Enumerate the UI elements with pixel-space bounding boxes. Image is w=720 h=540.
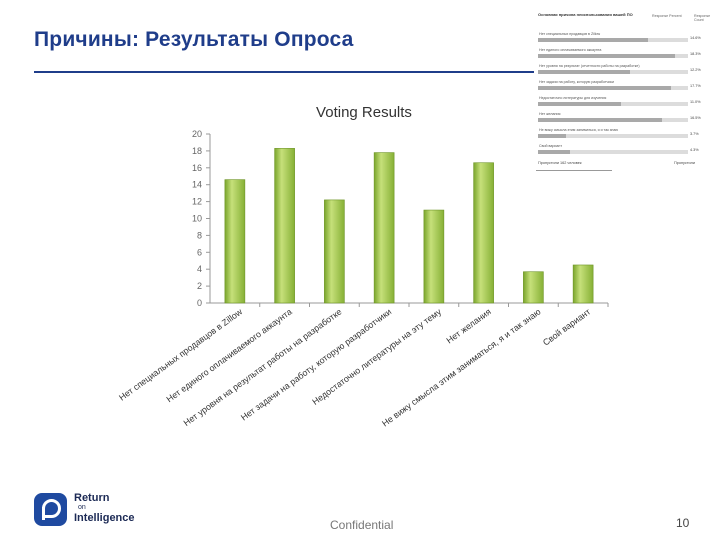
survey-row: Нет специальных продавцов в Zillow 14.6% xyxy=(538,32,701,44)
survey-row-percent: 17.7% xyxy=(690,84,701,88)
y-tick-label: 12 xyxy=(192,197,202,207)
page-number: 10 xyxy=(676,516,690,530)
bar xyxy=(523,271,544,304)
logo-text: Return on Intelligence xyxy=(74,492,135,524)
survey-row-percent: 4.3% xyxy=(690,148,699,152)
survey-row: Недостаточно литературы для изучения 11.0… xyxy=(538,96,700,108)
survey-row-fill xyxy=(538,70,630,74)
survey-row: Свой вариант 4.3% xyxy=(538,144,699,156)
logo-line-1: Return xyxy=(74,492,110,504)
survey-percent-header: Response Percent xyxy=(652,14,682,18)
y-tick-label: 6 xyxy=(197,247,202,257)
survey-row-label: Свой вариант xyxy=(539,144,562,148)
y-tick-label: 10 xyxy=(192,214,202,224)
y-tick-label: 4 xyxy=(197,264,202,274)
survey-row-fill xyxy=(538,134,566,138)
survey-row: Нет задачи на работу, которую разработчи… xyxy=(538,80,701,92)
survey-thumbnail: Основная причина неиспользования вашей П… xyxy=(536,10,710,175)
survey-row-track xyxy=(538,150,688,154)
survey-row-label: Нет желания xyxy=(539,112,561,116)
bar xyxy=(274,148,295,304)
survey-count-header: Response Count xyxy=(694,14,711,22)
bar xyxy=(324,199,345,304)
survey-row-percent: 18.3% xyxy=(690,52,701,56)
bar xyxy=(373,152,395,304)
survey-row-label: Нет задачи на работу, которую разработчи… xyxy=(539,80,615,84)
x-category-label: Нет желания xyxy=(444,306,493,345)
bar xyxy=(473,162,494,304)
survey-row-track xyxy=(538,70,688,74)
survey-row: Нет уровня на результат (отчетности рабо… xyxy=(538,64,701,76)
survey-row-fill xyxy=(538,54,676,58)
survey-row: Нет желания 16.5% xyxy=(538,112,701,124)
logo-mark-icon xyxy=(34,493,67,526)
y-tick-label: 8 xyxy=(197,230,202,240)
slide-title: Причины: Результаты Опроса xyxy=(34,28,354,51)
survey-row-percent: 16.5% xyxy=(690,116,701,120)
y-tick-label: 20 xyxy=(192,129,202,139)
survey-total: Пропустили 162 человек xyxy=(538,161,582,165)
survey-row-track xyxy=(538,86,688,90)
survey-row-percent: 12.2% xyxy=(690,68,701,72)
bar xyxy=(572,264,594,304)
survey-row-track xyxy=(538,134,688,138)
survey-row-fill xyxy=(538,150,571,154)
survey-row-percent: 11.0% xyxy=(690,100,701,104)
chart-title: Voting Results xyxy=(316,104,412,121)
survey-row-label: Нет специальных продавцов в Zillow xyxy=(539,32,601,36)
survey-row: Не вижу смысла этим заниматься, я и так … xyxy=(538,128,699,140)
survey-row-label: Не вижу смысла этим заниматься, я и так … xyxy=(539,128,619,132)
survey-row-label: Недостаточно литературы для изучения xyxy=(539,96,607,100)
survey-question: Основная причина неиспользования вашей П… xyxy=(538,12,633,17)
title-rule xyxy=(34,71,534,73)
survey-row-percent: 3.7% xyxy=(690,132,699,136)
survey-row: Нет единого оплачиваемого аккаунта 18.3% xyxy=(538,48,701,60)
survey-row-fill xyxy=(538,38,648,42)
survey-row-track xyxy=(538,118,688,122)
logo-line-2: on xyxy=(78,504,86,511)
survey-row-track xyxy=(538,102,688,106)
company-logo: Return on Intelligence xyxy=(34,490,164,530)
survey-row-fill xyxy=(538,86,671,90)
bar xyxy=(423,209,445,304)
x-category-label: Свой вариант xyxy=(541,307,592,348)
y-tick-label: 0 xyxy=(197,298,202,308)
footer-confidential: Confidential xyxy=(330,518,394,532)
survey-row-label: Нет уровня на результат (отчетности рабо… xyxy=(539,64,640,68)
survey-row-percent: 14.6% xyxy=(690,36,701,40)
survey-row-track xyxy=(538,54,688,58)
y-tick-label: 16 xyxy=(192,163,202,173)
survey-row-label: Нет единого оплачиваемого аккаунта xyxy=(539,48,602,52)
bar xyxy=(224,179,246,304)
y-tick-label: 2 xyxy=(197,281,202,291)
logo-line-3: Intelligence xyxy=(74,512,135,524)
survey-divider xyxy=(536,170,612,171)
survey-row-fill xyxy=(538,102,621,106)
survey-total-right: Пропустили xyxy=(674,161,695,165)
y-tick-label: 18 xyxy=(192,146,202,156)
survey-row-fill xyxy=(538,118,662,122)
y-tick-label: 14 xyxy=(192,180,202,190)
survey-row-track xyxy=(538,38,688,42)
